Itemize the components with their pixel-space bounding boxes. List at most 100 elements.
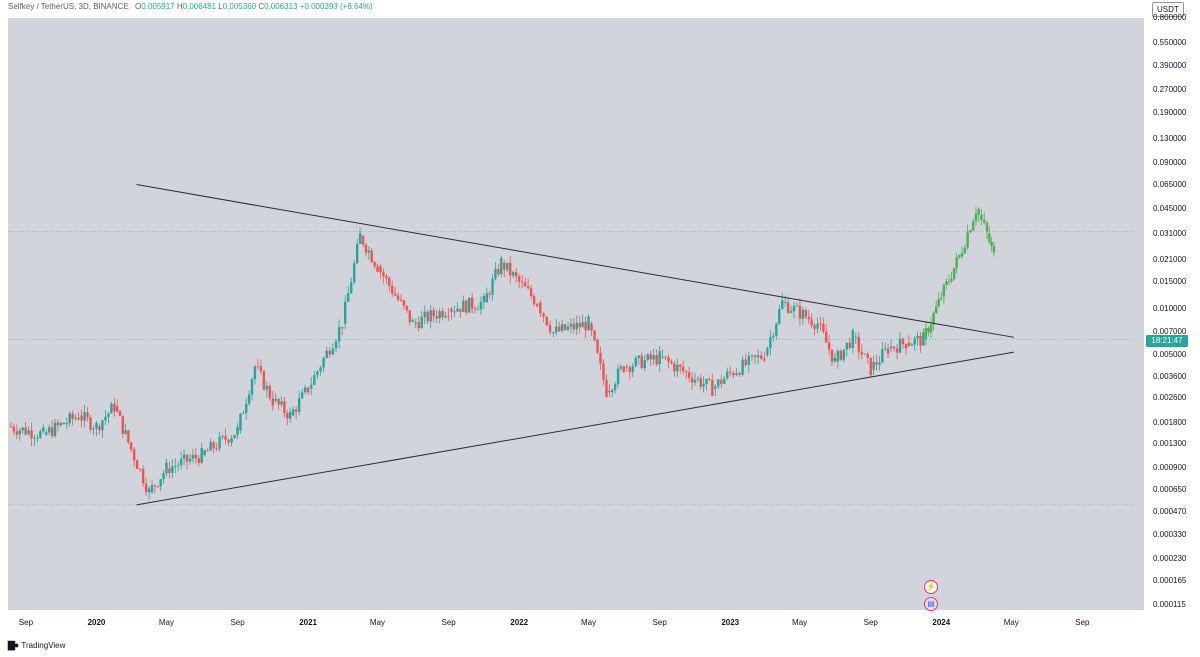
price-candle — [250, 379, 254, 395]
price-candle — [450, 308, 453, 312]
price-candle — [203, 450, 206, 456]
price-candle — [631, 366, 634, 373]
price-candle — [150, 485, 154, 493]
price-candle — [59, 422, 63, 426]
price-candle — [494, 269, 497, 279]
price-candle — [101, 420, 104, 431]
price-candle — [325, 350, 328, 359]
price-candle — [310, 384, 313, 389]
y-tick-label: 0.000165 — [1153, 576, 1187, 586]
price-candle — [33, 438, 36, 439]
price-candle — [910, 344, 913, 346]
price-candle — [393, 293, 397, 296]
price-candle — [845, 342, 849, 350]
price-candle — [599, 352, 602, 364]
price-candle — [676, 364, 679, 372]
y-tick-label: 0.001300 — [1153, 439, 1187, 449]
price-candle — [153, 485, 157, 487]
price-candle — [337, 326, 341, 342]
price-candle — [408, 310, 412, 322]
low-value: 0.005360 — [222, 2, 257, 11]
price-candle — [288, 411, 292, 419]
price-candle — [162, 473, 165, 480]
symbol-title[interactable]: Selfkey / TetherUS, 3D, BINANCE — [8, 2, 129, 11]
price-candle — [506, 262, 509, 270]
price-candle — [441, 311, 444, 318]
y-tick-label: 0.045000 — [1153, 203, 1187, 213]
price-candle — [670, 361, 673, 364]
price-candle — [129, 442, 133, 450]
open-label: O — [135, 2, 142, 11]
projection-candle — [942, 284, 946, 297]
price-candle — [572, 323, 576, 330]
price-candle — [39, 431, 42, 438]
price-candle — [919, 335, 922, 346]
price-candle — [825, 331, 828, 343]
price-candle — [447, 315, 450, 317]
low-label: L — [218, 2, 223, 11]
price-candle — [83, 412, 86, 421]
price-candle — [435, 316, 438, 319]
price-candle — [741, 359, 744, 375]
price-candle — [526, 286, 530, 289]
price-candle — [608, 390, 611, 393]
price-candle — [121, 415, 124, 434]
x-tick-label: Sep — [18, 618, 34, 627]
price-candle — [795, 305, 799, 307]
price-candle — [851, 330, 855, 348]
price-candle — [667, 357, 670, 362]
projection-candle — [988, 233, 991, 242]
x-tick-label: May — [369, 618, 386, 627]
price-candle — [224, 435, 227, 440]
price-candle — [596, 339, 599, 353]
price-candle — [535, 304, 539, 307]
y-tick-label: 0.190000 — [1153, 108, 1187, 118]
price-candle — [548, 325, 552, 333]
y-tick-label: 0.000115 — [1153, 600, 1186, 609]
branding[interactable]: ▇● TradingView — [8, 640, 65, 651]
price-candle — [625, 366, 629, 368]
price-candle — [798, 305, 802, 319]
x-tick-label: 2022 — [510, 618, 529, 627]
price-candle — [640, 355, 643, 369]
y-tick-label: 0.000650 — [1153, 485, 1187, 495]
price-candle — [127, 430, 130, 443]
price-candle — [804, 310, 807, 318]
high-label: H — [176, 2, 183, 11]
chart-plot-area[interactable] — [8, 18, 1144, 610]
tradingview-logo-icon: ▇● — [8, 640, 19, 650]
price-candle — [732, 372, 735, 376]
price-candle — [277, 398, 280, 405]
price-candle — [247, 394, 251, 404]
price-candle — [233, 434, 236, 439]
x-tick-label: May — [158, 618, 174, 627]
price-candle — [438, 311, 441, 319]
price-candle — [854, 336, 858, 338]
price-candle — [555, 326, 558, 333]
price-candle — [265, 385, 269, 390]
us-flag-icon[interactable]: ▤ — [924, 597, 938, 611]
price-candle — [18, 430, 21, 435]
y-tick-label: 0.010000 — [1153, 303, 1187, 313]
y-tick-label: 0.130000 — [1153, 133, 1187, 143]
x-tick-label: May — [580, 618, 597, 627]
price-candle — [328, 350, 332, 355]
resistance-trendline — [136, 184, 1014, 338]
price-candle — [45, 432, 48, 435]
price-candle — [593, 330, 596, 340]
price-candle — [622, 366, 626, 372]
price-candle — [810, 319, 813, 326]
price-candle — [420, 316, 423, 329]
price-candle — [253, 366, 257, 380]
price-candle — [690, 377, 694, 383]
price-candle — [385, 276, 388, 278]
price-candle — [655, 355, 658, 365]
lightning-icon[interactable]: ⚡ — [924, 580, 938, 594]
price-candle — [866, 353, 869, 358]
currency-button[interactable]: USDT — [1152, 2, 1184, 17]
projection-candle — [929, 324, 933, 333]
price-candle — [503, 262, 506, 270]
price-candle — [898, 338, 902, 353]
price-candle — [465, 300, 468, 313]
